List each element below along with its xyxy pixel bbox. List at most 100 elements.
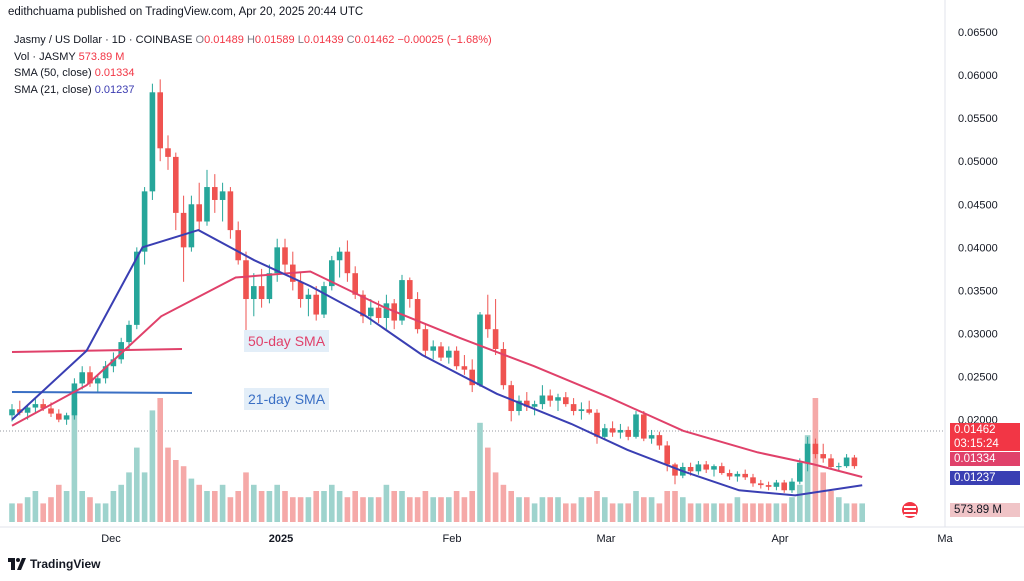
- high-label: H: [246, 34, 255, 46]
- candle: [508, 380, 514, 422]
- candle: [695, 460, 702, 475]
- legend-volume-row[interactable]: Vol · JASMY 573.89 M: [14, 49, 492, 66]
- volume-bar: [48, 497, 54, 522]
- candle: [79, 366, 85, 390]
- candle: [102, 361, 109, 384]
- volume-bar: [656, 503, 663, 522]
- volume-bar: [820, 472, 826, 522]
- volume-bar: [672, 491, 678, 522]
- volume-bar: [243, 472, 249, 522]
- candle: [188, 195, 195, 252]
- close-price-tag: 0.01462: [950, 423, 1020, 437]
- volume-bar: [711, 503, 717, 522]
- volume-bar: [313, 491, 319, 522]
- candle: [461, 355, 468, 375]
- volume-bar: [157, 398, 163, 522]
- volume-bar: [149, 410, 156, 522]
- volume-bar: [594, 491, 600, 522]
- volume-bar: [375, 497, 382, 522]
- volume-bar: [407, 497, 413, 522]
- candle: [63, 412, 70, 425]
- volume-bar: [843, 503, 850, 522]
- volume-bar: [695, 503, 702, 522]
- sma21-label: SMA (21, close): [14, 83, 92, 96]
- time-axis[interactable]: Dec 2025 Feb Mar Apr Ma: [101, 533, 953, 545]
- price-tick: 0.04000: [958, 242, 998, 254]
- price-tick: 0.04500: [958, 199, 998, 211]
- volume-bar: [586, 497, 592, 522]
- candle: [290, 251, 296, 291]
- candle: [266, 264, 273, 304]
- price-tick: 0.05000: [958, 156, 998, 168]
- volume-bar: [703, 503, 709, 522]
- sma21-price-tag: 0.01237: [950, 471, 1020, 485]
- volume-bar: [500, 484, 507, 522]
- legend-sma21-row[interactable]: SMA (21, close) 0.01237: [14, 82, 492, 99]
- volume-bar: [102, 503, 109, 522]
- candle: [781, 479, 787, 493]
- published-banner: edithchuama published on TradingView.com…: [8, 6, 364, 18]
- volume-bar: [765, 503, 772, 522]
- sma21-annotation[interactable]: 21-day SMA: [244, 388, 330, 410]
- candle: [173, 152, 179, 231]
- sma21-drawn-line[interactable]: [11, 391, 193, 394]
- tradingview-logo[interactable]: TradingView: [8, 557, 100, 571]
- low-value: 0.01439: [303, 34, 344, 46]
- candle: [235, 221, 241, 265]
- candle: [329, 255, 335, 291]
- volume-bar: [828, 491, 834, 522]
- price-axis[interactable]: 0.06500 0.06000 0.05500 0.05000 0.04500 0.040…: [958, 27, 998, 427]
- volume-bar: [453, 491, 460, 522]
- volume-bar: [141, 472, 148, 522]
- volume-bar: [329, 484, 335, 522]
- volume-bar: [321, 491, 327, 522]
- candle: [110, 352, 117, 373]
- price-tick: 0.02500: [958, 372, 998, 384]
- symbol-label[interactable]: Jasmy / US Dollar · 1D · COINBASE: [14, 34, 193, 46]
- volume-bar: [836, 497, 842, 522]
- volume-bar: [563, 503, 569, 522]
- price-tick: 0.03000: [958, 328, 998, 340]
- candle: [227, 187, 234, 239]
- volume-bar: [134, 447, 140, 522]
- candle: [656, 431, 663, 450]
- volume-bar: [391, 491, 397, 522]
- sma50-drawn-line[interactable]: [11, 348, 183, 353]
- candle: [641, 411, 647, 442]
- volume-bar: [32, 491, 39, 522]
- volume-bar: [859, 503, 865, 522]
- volume-bar: [477, 422, 483, 522]
- open-value: 0.01489: [204, 34, 244, 46]
- candle: [180, 195, 187, 282]
- volume-bar: [609, 503, 616, 522]
- volume-bar: [305, 497, 312, 522]
- sma50-annotation[interactable]: 50-day SMA: [244, 330, 330, 352]
- volume-bar: [734, 497, 741, 522]
- candle: [196, 182, 202, 231]
- candle: [672, 462, 678, 485]
- candle: [336, 247, 343, 278]
- volume-bar: [438, 497, 444, 522]
- candle: [243, 251, 249, 334]
- flag-icon[interactable]: [902, 502, 918, 518]
- volume-bar: [524, 497, 530, 522]
- candle: [734, 471, 741, 482]
- candle: [212, 174, 218, 213]
- candle: [383, 294, 390, 330]
- volume-bar: [274, 484, 280, 522]
- volume-bar: [297, 497, 304, 522]
- candle: [609, 421, 616, 437]
- volume-bar: [773, 503, 780, 522]
- candle: [836, 462, 842, 472]
- volume-bar: [446, 497, 452, 522]
- volume-bar: [469, 491, 475, 522]
- volume-bar: [781, 503, 787, 522]
- open-label: O: [195, 34, 205, 46]
- candle: [438, 342, 444, 362]
- volume-bar: [251, 484, 257, 522]
- volume-bar: [173, 460, 179, 522]
- volume-bar: [9, 503, 15, 522]
- volume-bar: [282, 491, 288, 522]
- legend-sma50-row[interactable]: SMA (50, close) 0.01334: [14, 65, 492, 82]
